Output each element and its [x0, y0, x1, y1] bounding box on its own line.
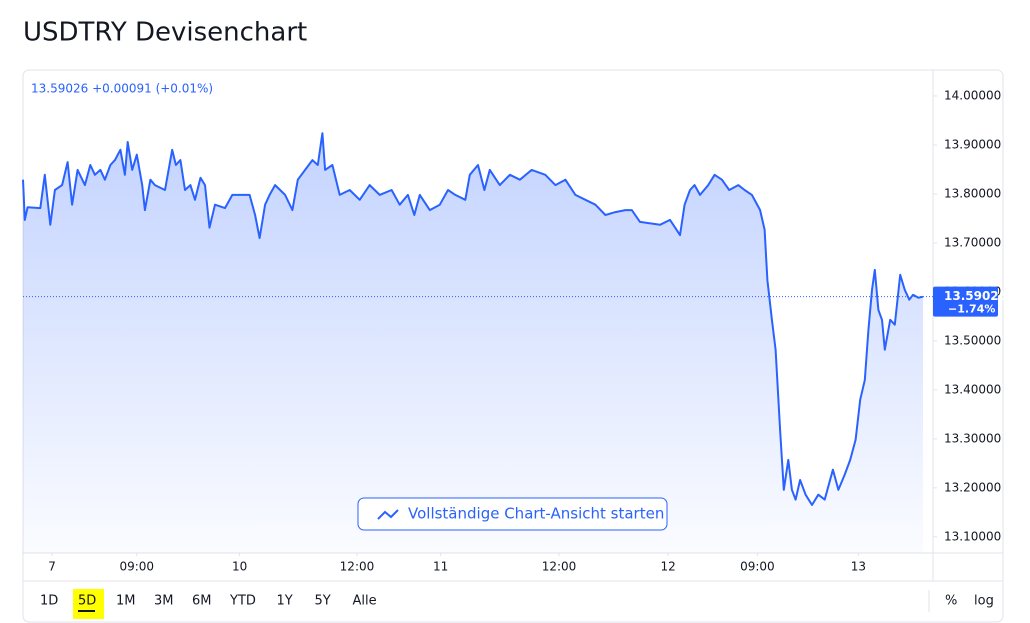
button-frame[interactable] — [357, 497, 668, 531]
y-tick-label: 14.00000 — [944, 88, 1001, 102]
button-icon — [377, 509, 399, 520]
range-button[interactable]: 1Y — [277, 594, 293, 609]
y-tick-label: 13.50000 — [944, 333, 1001, 347]
range-button[interactable]: Alle — [353, 594, 377, 609]
button-label[interactable]: Vollständige Chart-Ansicht starten — [408, 505, 664, 523]
x-tick-label: 09:00 — [740, 560, 775, 574]
x-tick-label: 7 — [48, 560, 56, 574]
range-button[interactable]: 5Y — [315, 594, 331, 609]
range-button[interactable]: YTD — [229, 594, 256, 609]
quote-header: 13.59026 +0.00091 (+0.01%) — [31, 82, 213, 96]
last-price-tag — [933, 286, 998, 317]
y-tick-label: 13.70000 — [944, 235, 1001, 249]
change-label: −1.74% — [948, 303, 995, 316]
option-button[interactable]: log — [974, 594, 994, 609]
range-button[interactable]: 1M — [116, 594, 136, 609]
x-tick-label: 11 — [433, 560, 448, 574]
x-tick-label: 12:00 — [542, 560, 577, 574]
range-button[interactable]: 1D — [40, 594, 58, 609]
price-line — [22, 132, 924, 506]
y-tick-label: 13.90000 — [944, 137, 1001, 151]
option-button[interactable]: % — [945, 594, 957, 609]
y-tick-label: 13.10000 — [944, 529, 1001, 543]
range-button[interactable]: 6M — [192, 594, 212, 609]
range-button[interactable]: 5D — [78, 594, 96, 609]
range-selected-highlight — [73, 589, 104, 619]
page-title: USDTRY Devisenchart — [23, 18, 307, 48]
y-tick-label: 13.40000 — [944, 382, 1001, 396]
x-tick-label: 12:00 — [340, 560, 375, 574]
y-tick-label: 13.30000 — [944, 431, 1001, 445]
x-tick-label: 09:00 — [119, 560, 154, 574]
y-tick-label: 13.20000 — [944, 480, 1001, 494]
x-tick-label: 12 — [661, 560, 676, 574]
range-button[interactable]: 3M — [154, 594, 174, 609]
full-chart-button[interactable]: Vollständige Chart-Ansicht starten — [357, 497, 668, 531]
x-tick-label: 10 — [232, 560, 247, 574]
x-tick-label: 13 — [851, 560, 866, 574]
y-tick-label: 13.80000 — [944, 186, 1001, 200]
toolbar: 1D 5D 1M 3M 6M YTD 1Y 5Y Alle% log — [40, 589, 994, 619]
area — [23, 133, 923, 553]
last-price-label: 13.59026 — [944, 289, 1007, 303]
plot — [22, 132, 933, 553]
